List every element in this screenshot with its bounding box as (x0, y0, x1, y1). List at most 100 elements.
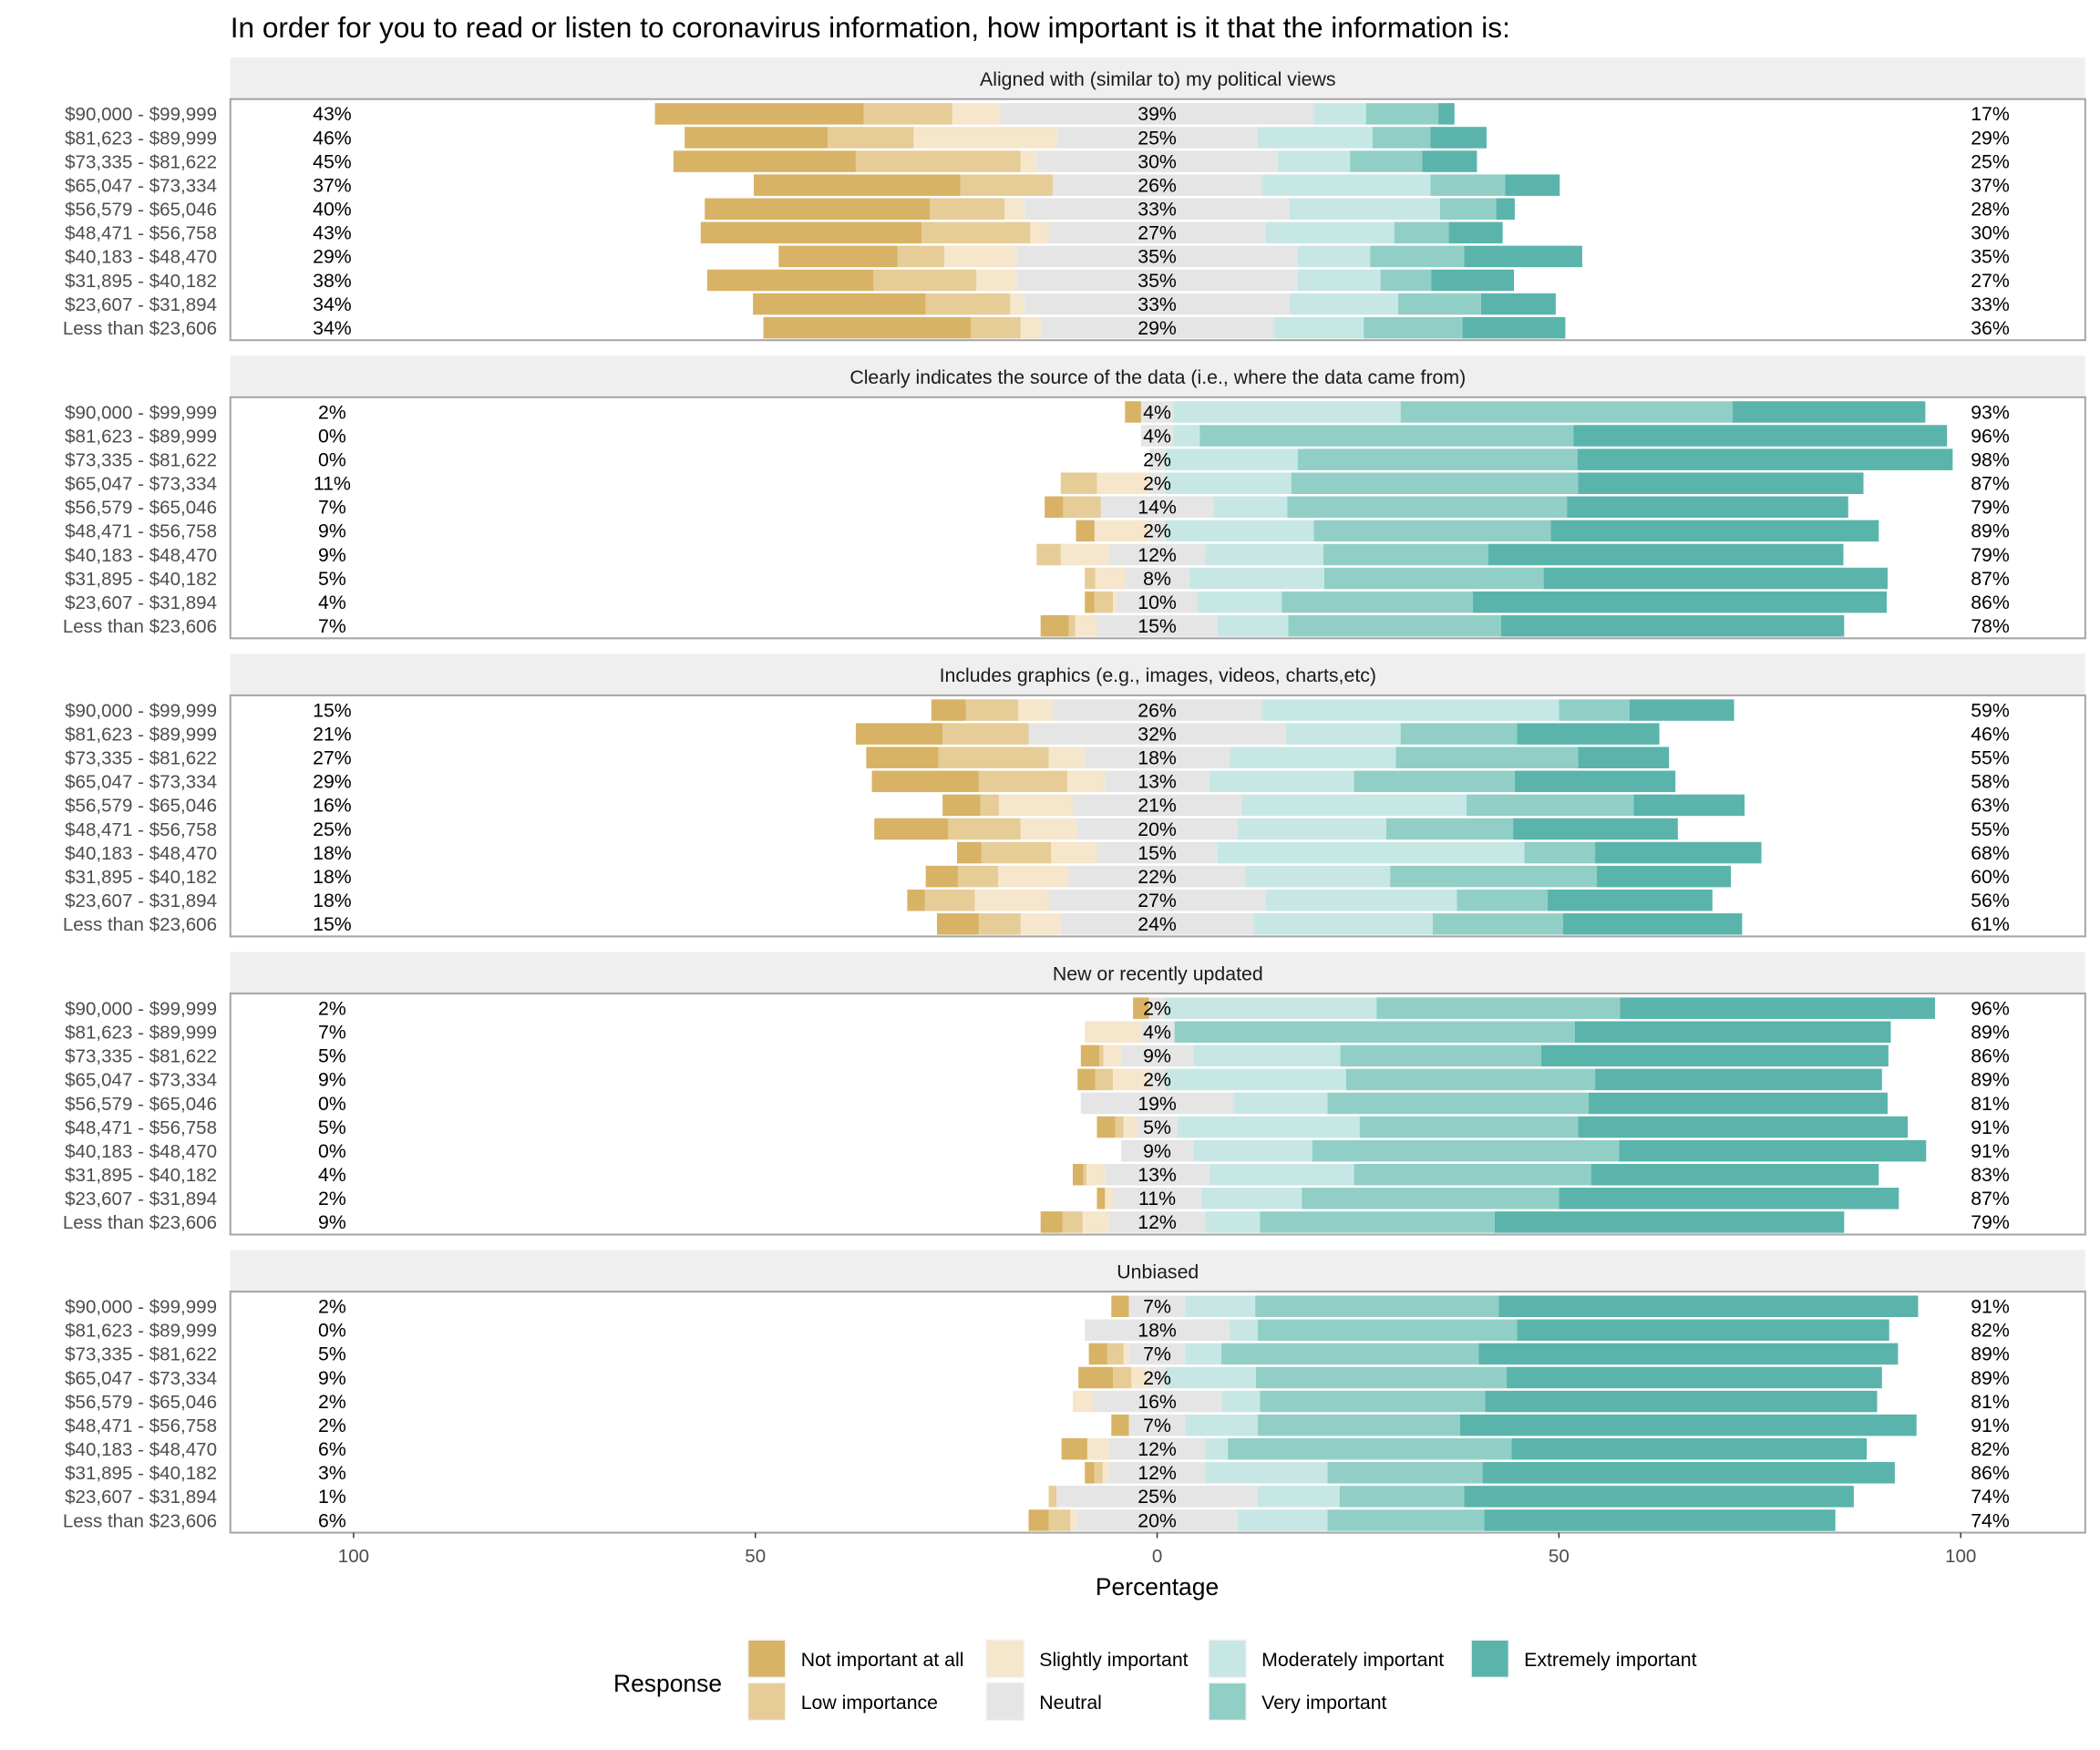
neutral-percent-label: 2% (1143, 1367, 1171, 1389)
bar-segment-very-important (1432, 913, 1563, 935)
legend-swatch (1209, 1640, 1246, 1677)
panel-title: Aligned with (similar to) my political v… (980, 68, 1336, 90)
bar-segment-extremely-important (1464, 1486, 1854, 1508)
bar-segment-neutral (1140, 401, 1174, 423)
bar-row: $81,623 - $89,999 0% 18% 82% (65, 1319, 2010, 1342)
bar-segment-neutral (1140, 425, 1174, 447)
right-percent-label: 37% (1971, 174, 2010, 196)
panel-4: New or recently updated $90,000 - $99,999… (63, 952, 2086, 1236)
bar-segment-moderately-important (1209, 1163, 1354, 1186)
bar-segment-neutral (1056, 1486, 1258, 1508)
bar-segment-not-important-at-all (753, 293, 926, 315)
neutral-percent-label: 13% (1138, 771, 1177, 793)
category-label: $65,047 - $73,334 (65, 772, 217, 793)
bar-row: $23,607 - $31,894 2% 11% 87% (65, 1188, 2010, 1210)
bar-row: Less than $23,606 34% 29% 36% (63, 316, 2010, 339)
category-label: $23,607 - $31,894 (65, 1487, 217, 1508)
category-label: $56,579 - $65,046 (65, 200, 217, 221)
bar-segment-moderately-important (1217, 614, 1289, 637)
bar-segment-not-important-at-all (1096, 1116, 1116, 1138)
bar-segment-neutral (1148, 997, 1166, 1019)
bar-segment-moderately-important (1277, 150, 1351, 172)
bar-segment-very-important (1291, 472, 1579, 494)
right-percent-label: 63% (1971, 795, 2010, 817)
bar-segment-slightly-important (1086, 1437, 1109, 1460)
bar-segment-not-important-at-all (1076, 520, 1095, 542)
bar-segment-extremely-important (1633, 794, 1745, 817)
category-label: $65,047 - $73,334 (65, 175, 217, 196)
bar-segment-very-important (1524, 841, 1596, 864)
bar-row: $23,607 - $31,894 1% 25% 74% (65, 1486, 2010, 1508)
right-percent-label: 59% (1971, 699, 2010, 721)
right-percent-label: 46% (1971, 723, 2010, 745)
bar-segment-low-importance (828, 127, 914, 149)
bar-segment-low-importance (930, 198, 1005, 220)
category-label: $31,895 - $40,182 (65, 569, 217, 590)
neutral-percent-label: 27% (1138, 222, 1177, 244)
bar-segment-moderately-important (1165, 997, 1377, 1019)
left-percent-label: 2% (318, 1415, 346, 1436)
bar-segment-moderately-important (1245, 865, 1391, 888)
bar-segment-not-important-at-all (1133, 997, 1149, 1019)
right-percent-label: 86% (1971, 1462, 2010, 1484)
right-percent-label: 89% (1971, 1022, 2010, 1044)
panel-3: Includes graphics (e.g., images, videos,… (63, 654, 2086, 938)
left-percent-label: 15% (313, 913, 352, 935)
category-label: $65,047 - $73,334 (65, 1070, 217, 1091)
bar-segment-moderately-important (1185, 1414, 1258, 1436)
bar-segment-moderately-important (1217, 841, 1525, 864)
bar-row: $31,895 - $40,182 38% 35% 27% (65, 269, 2010, 292)
category-label: $23,607 - $31,894 (65, 592, 217, 613)
bar-row: $40,183 - $48,470 9% 12% 79% (65, 543, 2010, 566)
bar-segment-not-important-at-all (942, 794, 981, 817)
right-percent-label: 30% (1971, 222, 2010, 244)
bar-segment-low-importance (1083, 1163, 1086, 1186)
bar-segment-neutral (1024, 293, 1291, 315)
bar-segment-very-important (1430, 174, 1506, 196)
bar-segment-neutral (1140, 1021, 1174, 1043)
panel-title: Unbiased (1117, 1261, 1199, 1282)
neutral-percent-label: 12% (1138, 1438, 1177, 1460)
bar-row: $65,047 - $73,334 9% 2% 89% (65, 1366, 2010, 1389)
category-label: $90,000 - $99,999 (65, 104, 217, 125)
bar-row: $40,183 - $48,470 29% 35% 35% (65, 245, 2010, 268)
left-percent-label: 40% (313, 199, 352, 221)
bar-segment-neutral (1036, 150, 1278, 172)
bar-segment-very-important (1359, 1116, 1579, 1138)
bar-segment-neutral (1128, 1414, 1186, 1436)
panels: Aligned with (similar to) my political v… (63, 57, 2086, 1534)
category-label: $81,623 - $89,999 (65, 724, 217, 745)
bar-row: Less than $23,606 6% 20% 74% (63, 1509, 2010, 1531)
bar-segment-low-importance (1036, 543, 1061, 566)
bar-segment-moderately-important (1313, 103, 1366, 125)
bar-segment-extremely-important (1578, 472, 1864, 494)
bar-segment-neutral (1000, 103, 1314, 125)
bar-segment-low-importance (921, 221, 1031, 244)
bar-segment-moderately-important (1193, 1045, 1341, 1067)
bar-segment-extremely-important (1473, 591, 1888, 613)
neutral-percent-label: 2% (1143, 448, 1171, 470)
left-percent-label: 7% (318, 497, 346, 519)
bar-segment-not-important-at-all (1072, 1163, 1084, 1186)
bar-segment-extremely-important (1430, 127, 1488, 149)
x-tick-label: 50 (1549, 1546, 1570, 1567)
category-label: $31,895 - $40,182 (65, 1165, 217, 1186)
left-percent-label: 5% (318, 1045, 346, 1067)
left-percent-label: 38% (313, 270, 352, 292)
bar-segment-very-important (1395, 746, 1579, 768)
panel-title: Includes graphics (e.g., images, videos,… (940, 664, 1376, 686)
legend-label: Not important at all (801, 1649, 964, 1671)
right-percent-label: 58% (1971, 771, 2010, 793)
left-percent-label: 18% (313, 890, 352, 911)
bar-segment-slightly-important (943, 245, 1017, 268)
bar-segment-slightly-important (1072, 1390, 1094, 1413)
bar-segment-extremely-important (1511, 1437, 1868, 1460)
bar-segment-moderately-important (1265, 889, 1457, 911)
bar-segment-very-important (1372, 127, 1431, 149)
neutral-percent-label: 14% (1138, 497, 1177, 519)
right-percent-label: 27% (1971, 270, 2010, 292)
bar-segment-moderately-important (1205, 1462, 1328, 1484)
bar-segment-neutral (1113, 1188, 1202, 1210)
bar-segment-neutral (1120, 1045, 1194, 1067)
bar-segment-neutral (1085, 1319, 1230, 1342)
